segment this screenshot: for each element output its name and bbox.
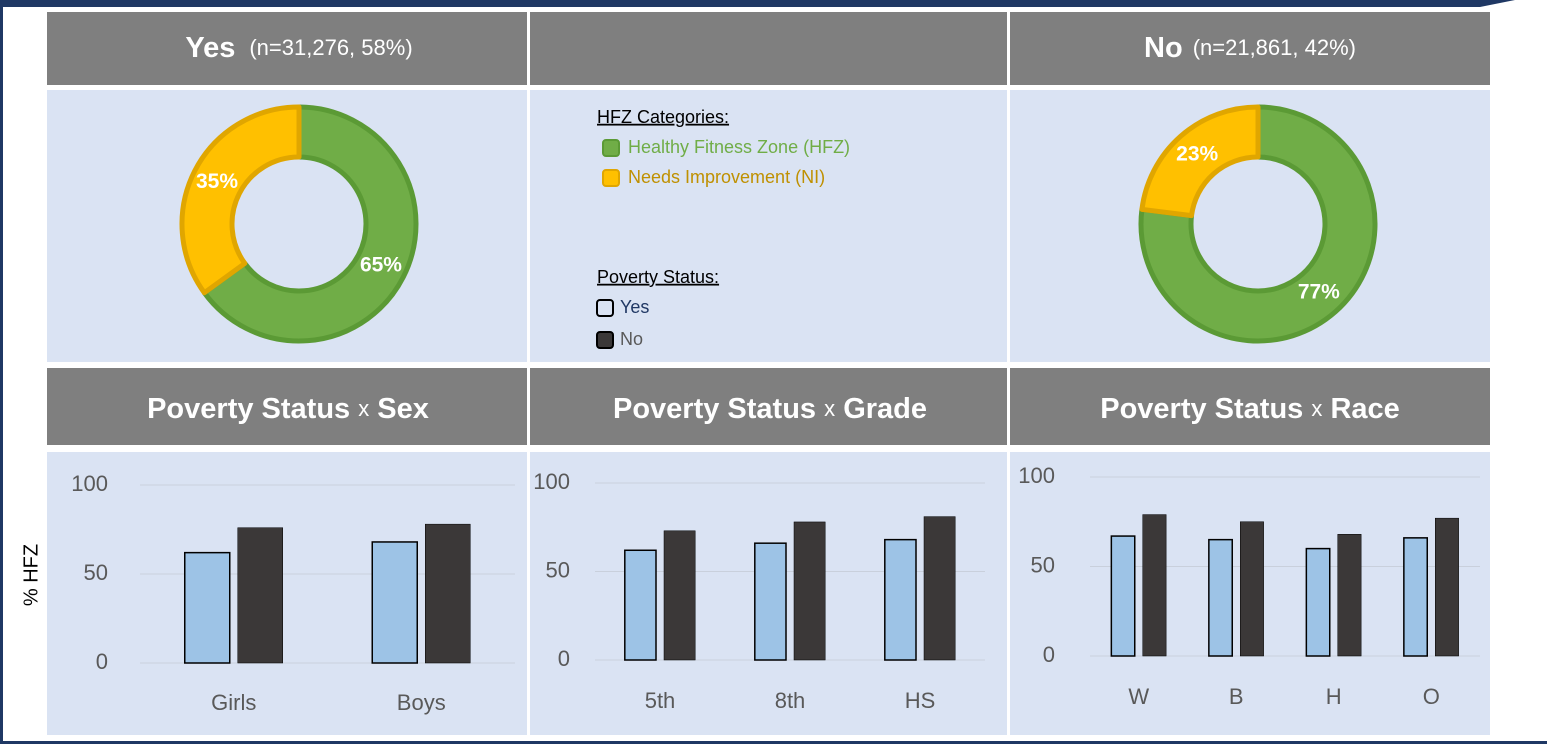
bar xyxy=(1240,521,1264,657)
title-sub: (n=21,861, 42%) xyxy=(1193,35,1356,60)
x-tick-label: 5th xyxy=(645,688,676,713)
title-part: Grade xyxy=(843,393,927,425)
x-tick-label: B xyxy=(1229,684,1244,709)
bar xyxy=(663,530,696,661)
y-tick-label: 50 xyxy=(84,560,108,585)
bar xyxy=(793,521,826,661)
legend-panel xyxy=(530,90,1007,362)
bar xyxy=(371,541,418,664)
donut-segment xyxy=(201,104,419,344)
legend-swatch xyxy=(596,331,614,349)
header-panel xyxy=(47,12,527,85)
bar xyxy=(884,538,917,661)
title-part: Poverty Status xyxy=(613,393,816,425)
y-tick-label: 100 xyxy=(71,471,108,496)
header-panel xyxy=(47,368,527,445)
bar xyxy=(184,551,231,664)
title-part: x xyxy=(358,396,369,421)
x-tick-label: H xyxy=(1326,684,1342,709)
title-part: x xyxy=(1311,396,1322,421)
y-tick-label: 0 xyxy=(1043,642,1055,667)
y-tick-label: 100 xyxy=(1018,463,1055,488)
title-main: Yes xyxy=(185,32,235,64)
x-tick-label: W xyxy=(1128,684,1149,709)
top-frame xyxy=(0,0,1547,7)
y-tick-label: 50 xyxy=(1031,552,1055,577)
title-part: Race xyxy=(1330,393,1399,425)
donut-title: Yes (n=31,276, 58%) xyxy=(185,32,412,64)
legend-swatch xyxy=(602,169,620,187)
header-panel xyxy=(530,368,1007,445)
x-tick-label: Girls xyxy=(211,690,256,715)
chart-title: Poverty Status x Grade xyxy=(613,393,927,425)
bar xyxy=(1208,538,1233,657)
y-tick-label: 0 xyxy=(558,646,570,671)
x-tick-label: Boys xyxy=(397,690,446,715)
donut-segment xyxy=(1138,104,1378,344)
bar xyxy=(237,527,283,664)
title-part: Poverty Status xyxy=(1100,393,1303,425)
y-tick-label: 100 xyxy=(533,469,570,494)
title-part: Poverty Status xyxy=(147,393,350,425)
y-tick-label: 0 xyxy=(96,649,108,674)
data-label: 77% xyxy=(1298,281,1340,304)
x-tick-label: 8th xyxy=(775,688,806,713)
bottom-frame xyxy=(0,741,1547,744)
bar xyxy=(1142,514,1167,657)
legend-label: Needs Improvement (NI) xyxy=(628,167,825,187)
legend-label: Healthy Fitness Zone (HFZ) xyxy=(628,137,850,157)
header-panel xyxy=(1010,12,1490,85)
data-label: 65% xyxy=(360,253,402,276)
bar xyxy=(1403,537,1428,657)
donut-segment xyxy=(179,104,302,296)
header-panel xyxy=(530,12,1007,85)
title-main: No xyxy=(1144,32,1183,64)
bar xyxy=(1305,547,1331,657)
bar xyxy=(1435,517,1459,657)
legend-title: Poverty Status: xyxy=(597,267,719,287)
bar xyxy=(1337,534,1362,657)
data-label: 23% xyxy=(1176,143,1218,166)
bar xyxy=(754,542,787,661)
title-part: x xyxy=(824,396,835,421)
donut-title: No (n=21,861, 42%) xyxy=(1144,32,1356,64)
y-axis-label: % HFZ xyxy=(20,544,42,606)
title-sub: (n=31,276, 58%) xyxy=(249,35,412,60)
bar xyxy=(923,516,956,661)
left-frame xyxy=(0,0,3,744)
legend-swatch xyxy=(596,299,614,317)
bar xyxy=(1110,535,1136,657)
bar xyxy=(624,549,657,661)
legend-label: Yes xyxy=(620,297,649,317)
header-panel xyxy=(1010,368,1490,445)
legend-swatch xyxy=(602,139,620,157)
data-label: 35% xyxy=(196,170,238,193)
title-part: Sex xyxy=(377,393,429,425)
x-tick-label: O xyxy=(1423,684,1440,709)
chart-title: Poverty Status x Sex xyxy=(147,393,429,425)
bar xyxy=(425,523,471,664)
legend-label: No xyxy=(620,329,643,349)
y-tick-label: 50 xyxy=(546,557,570,582)
legend-title: HFZ Categories: xyxy=(597,107,729,127)
chart-title: Poverty Status x Race xyxy=(1100,393,1400,425)
legend: HFZ Categories: Healthy Fitness Zone (HF… xyxy=(597,107,850,349)
donut-segment xyxy=(1139,104,1261,219)
x-tick-label: HS xyxy=(905,688,936,713)
